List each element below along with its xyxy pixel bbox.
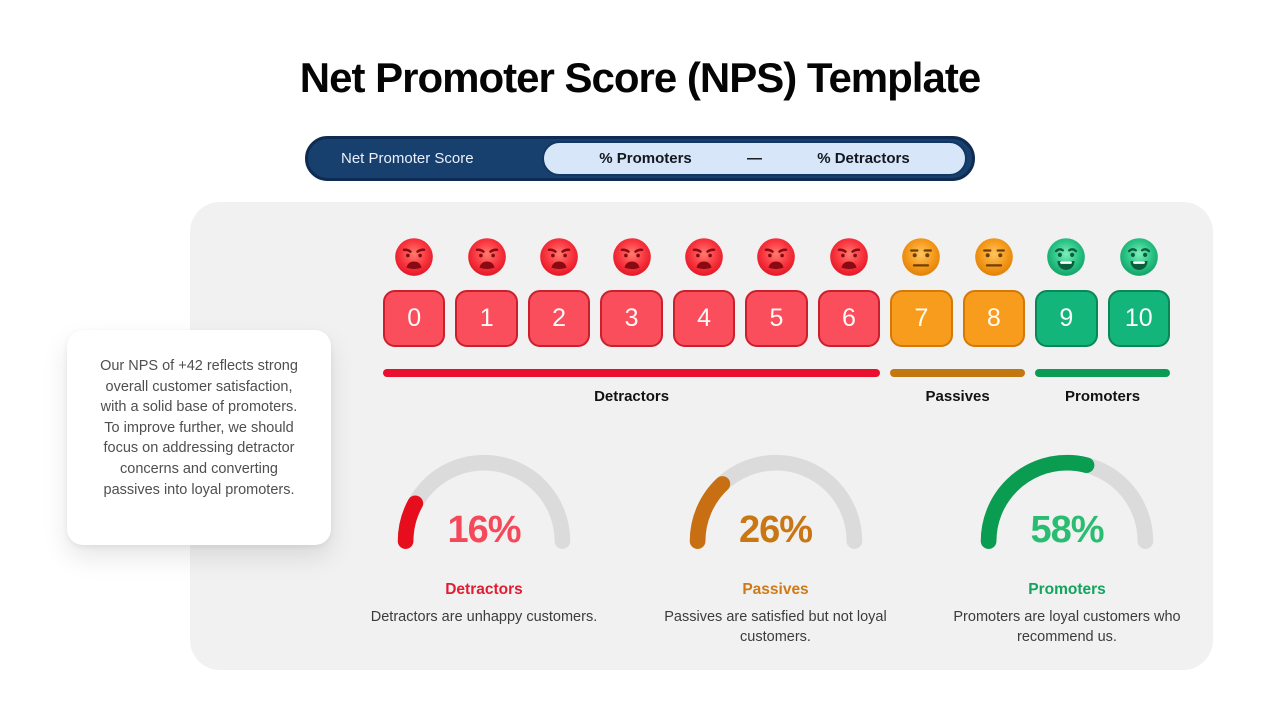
scale-box-3[interactable]: 3 [600,290,663,347]
gauge-label: Passives [742,581,809,598]
segment-label-promoters: Promoters [1065,388,1141,405]
minus-operator: — [746,150,762,167]
formula-detractors-label: % Detractors [817,150,910,167]
scale-box-5[interactable]: 5 [745,290,808,347]
nps-note-card: Our NPS of +42 reflects strong overall c… [67,330,331,545]
angry-face-icon [757,238,796,276]
segment-label-detractors: Detractors [594,388,670,405]
neutral-face-icon [975,238,1013,276]
gauge-value: 58% [1030,509,1104,551]
scale-item-6: 6 [817,236,881,347]
gauge-description: Promoters are loyal customers who recomm… [953,609,1181,645]
detractors-gauge-arc [397,454,571,549]
segment-bar-passives [890,369,1026,377]
happy-face-icon [1119,238,1158,276]
angry-face-icon [467,238,506,276]
scale-item-3: 3 [600,236,663,347]
scale-box-0[interactable]: 0 [383,290,446,347]
scale-box-2[interactable]: 2 [527,290,591,347]
scale-item-8: 8 [962,236,1026,347]
angry-face-icon [612,238,651,276]
gauge-description: Passives are satisfied but not loyal cus… [664,609,887,645]
gauge-label: Detractors [445,581,523,598]
angry-face-icon [685,238,723,276]
gauge-label: Promoters [1028,581,1106,598]
scale-segment-bars [383,369,1170,377]
segment-label-passives: Passives [925,388,990,405]
formula-expression: % Promoters — % Detractors [542,141,967,176]
scale-item-9: 9 [1035,236,1098,347]
scale-item-0: 0 [383,236,446,347]
scale-box-9[interactable]: 9 [1035,290,1098,347]
nps-formula-bar: Net Promoter Score % Promoters — % Detra… [305,136,975,181]
angry-face-icon [830,238,868,276]
scale-box-8[interactable]: 8 [962,290,1026,347]
scale-item-5: 5 [745,236,808,347]
formula-promoters-label: % Promoters [599,150,692,167]
scale-item-2: 2 [527,236,591,347]
scale-box-1[interactable]: 1 [455,290,518,347]
scale-segment-labels: Detractors Passives Promoters [383,388,1170,405]
gauge-value: 16% [447,509,521,551]
scale-item-1: 1 [455,236,518,347]
gauge-passives: 26% Passives Passives are satisfied but … [656,443,896,647]
scale-box-6[interactable]: 6 [817,290,881,347]
scale-item-4: 4 [672,236,736,347]
segment-bar-detractors [383,369,881,377]
scale-box-7[interactable]: 7 [890,290,953,347]
formula-left-label: Net Promoter Score [341,150,474,167]
page-title: Net Promoter Score (NPS) Template [299,54,981,101]
gauges-row: 16% Detractors Detractors are unhappy cu… [364,443,1187,647]
segment-bar-promoters [1035,369,1170,377]
scale-item-10: 10 [1107,236,1170,347]
scale-box-10[interactable]: 10 [1107,290,1170,347]
gauge-value: 26% [738,509,813,551]
scale-box-4[interactable]: 4 [672,290,736,347]
scale-item-7: 7 [890,236,953,347]
promoters-gauge-arc [980,454,1154,549]
neutral-face-icon [902,238,941,276]
angry-face-icon [395,238,434,276]
gauge-detractors: 16% Detractors Detractors are unhappy cu… [364,443,604,647]
passives-gauge-arc [689,454,862,549]
nps-scale: 0 1 2 3 4 5 6 7 8 9 10 [383,236,1170,347]
gauge-promoters: 58% Promoters Promoters are loyal custom… [947,443,1187,647]
content-panel [190,202,1213,670]
happy-face-icon [1047,238,1086,276]
note-text: Our NPS of +42 reflects strong overall c… [100,358,298,498]
angry-face-icon [540,238,578,276]
gauge-description: Detractors are unhappy customers. [370,609,598,625]
